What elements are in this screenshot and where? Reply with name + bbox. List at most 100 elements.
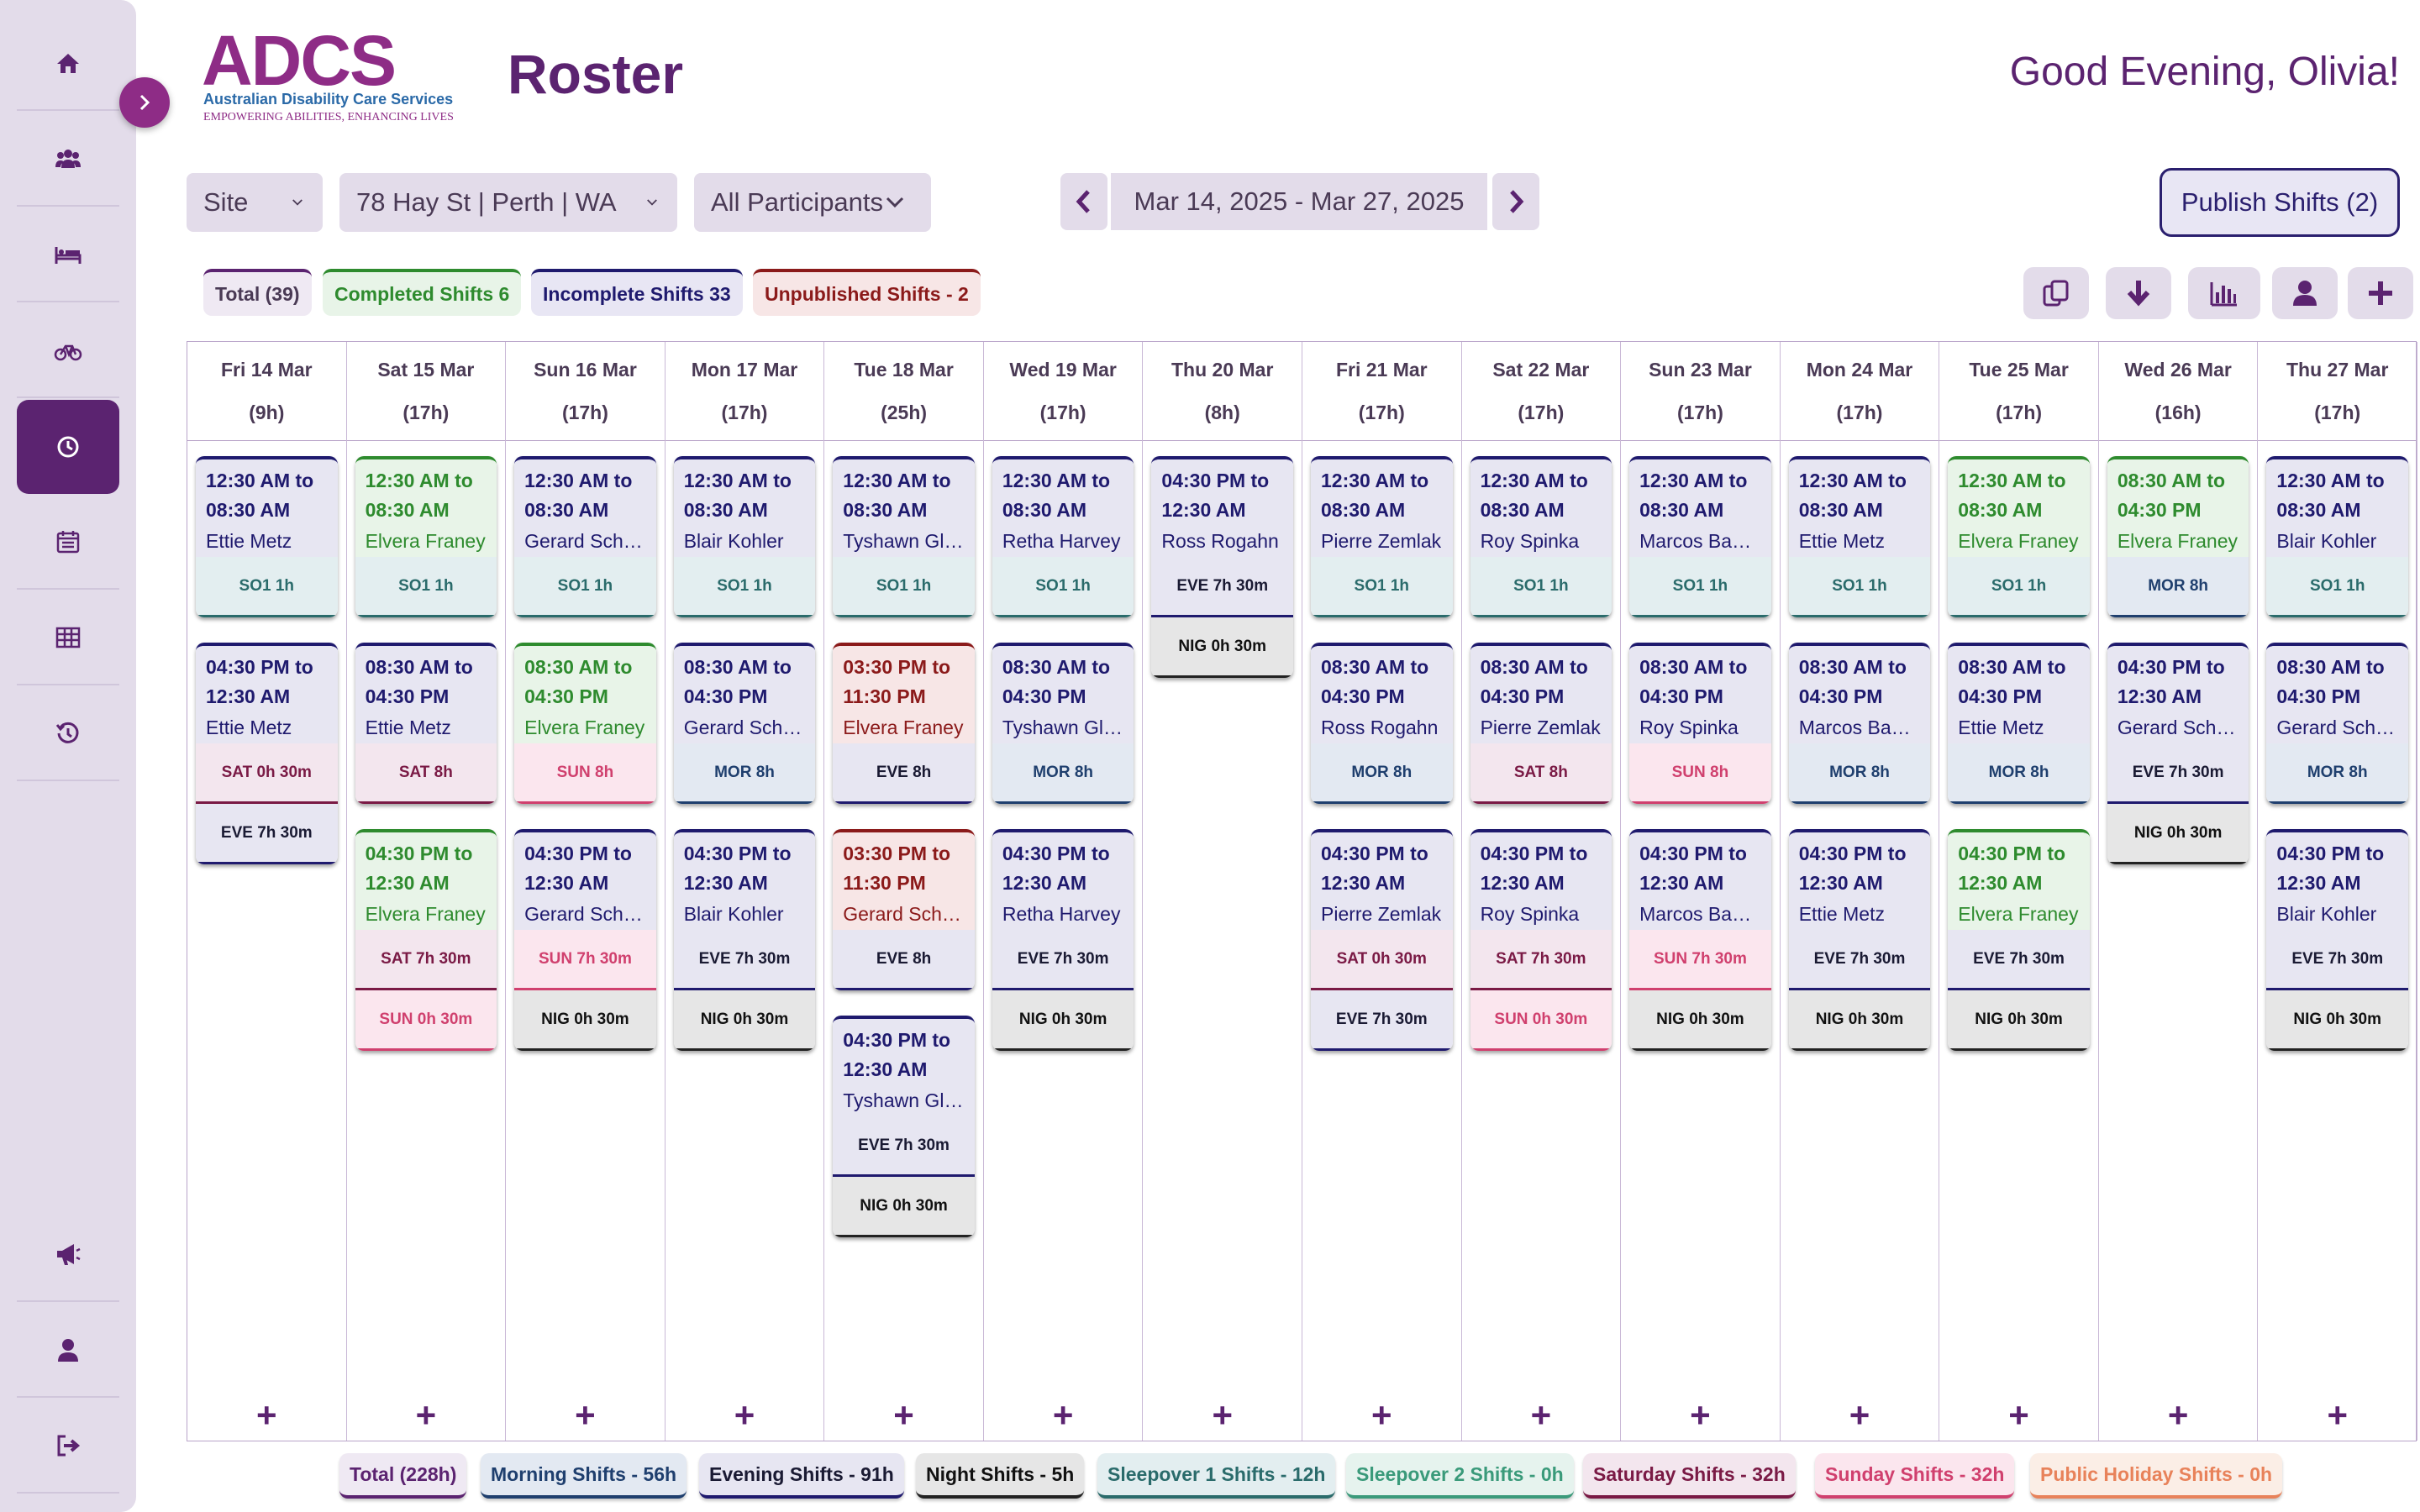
previous-period-button[interactable] [1060,173,1107,230]
report-button[interactable] [2188,267,2260,319]
shift-card[interactable]: 08:30 AM to 04:30 PM Elvera Franey SUN 8h [514,643,656,804]
add-shift-day-button[interactable]: + [1212,1395,1233,1435]
staff-view-button[interactable] [2272,267,2338,319]
shift-card[interactable]: 04:30 PM to 12:30 AM Retha Harvey EVE 7h 30… [992,829,1134,1051]
day-date: Tue 18 Mar [854,359,954,381]
shift-card[interactable]: 04:30 PM to 12:30 AM Ross Rogahn EVE 7h 30m… [1151,456,1293,678]
day-date: Sat 15 Mar [377,359,475,381]
shift-card[interactable]: 03:30 PM to 11:30 PM Elvera Franey EVE 8h [833,643,975,804]
shift-card[interactable]: 04:30 PM to 12:30 AM Tyshawn Glover EVE 7h … [833,1016,975,1237]
unpublished-shifts-badge[interactable]: Unpublished Shifts - 2 [753,269,981,316]
shift-card[interactable]: 12:30 AM to 08:30 AM Roy Spinka SO1 1h [1470,456,1612,617]
incomplete-shifts-badge[interactable]: Incomplete Shifts 33 [531,269,743,316]
shift-card[interactable]: 08:30 AM to 04:30 PM Elvera Franey MOR 8h [2107,456,2249,617]
sidebar-toggle-button[interactable] [119,77,170,128]
shift-card[interactable]: 04:30 PM to 12:30 AM Ettie Metz SAT 0h 30m E… [196,643,338,864]
legend-so2: Sleepover 2 Shifts - 0h [1346,1453,1574,1499]
shift-end-time: 08:30 AM [206,499,291,521]
shift-staff-name: Ettie Metz [1798,903,1885,925]
shift-card[interactable]: 12:30 AM to 08:30 AM Retha Harvey SO1 1h [992,456,1134,617]
publish-shifts-button[interactable]: Publish Shifts (2) [2160,168,2400,237]
completed-shifts-badge[interactable]: Completed Shifts 6 [323,269,522,316]
shift-card[interactable]: 12:30 AM to 08:30 AM Blair Kohler SO1 1h [2266,456,2408,617]
shift-card[interactable]: 12:30 AM to 08:30 AM Ettie Metz SO1 1h [196,456,338,617]
shift-card[interactable]: 12:30 AM to 08:30 AM Ettie Metz SO1 1h [1788,456,1931,617]
shift-card[interactable]: 04:30 PM to 12:30 AM Blair Kohler EVE 7h 30… [673,829,816,1051]
shift-card[interactable]: 08:30 AM to 04:30 PM Pierre Zemlak SAT 8h [1470,643,1612,804]
shift-card[interactable]: 08:30 AM to 04:30 PM Gerard Schamberger MOR… [673,643,816,804]
location-select[interactable]: 78 Hay St | Perth | WA [339,173,677,232]
date-range-display[interactable]: Mar 14, 2025 - Mar 27, 2025 [1111,173,1487,230]
sidebar-item-table[interactable] [17,591,119,685]
add-shift-day-button[interactable]: + [1052,1395,1074,1435]
shift-card[interactable]: 12:30 AM to 08:30 AM Tyshawn Glover SO1 1h [833,456,975,617]
shift-card[interactable]: 12:30 AM to 08:30 AM Elvera Franey SO1 1h [355,456,497,617]
sidebar-item-bed[interactable] [17,208,119,302]
shift-card[interactable]: 04:30 PM to 12:30 AM Pierre Zemlak SAT 0h 3… [1311,829,1453,1051]
add-shift-day-button[interactable]: + [1849,1395,1870,1435]
add-shift-day-button[interactable]: + [1690,1395,1711,1435]
shift-start-time: 04:30 PM to [206,656,313,678]
site-select[interactable]: Site [187,173,323,232]
shift-card[interactable]: 12:30 AM to 08:30 AM Gerard Schamberger SO1… [514,456,656,617]
shift-card[interactable]: 12:30 AM to 08:30 AM Elvera Franey SO1 1h [1948,456,2090,617]
shift-card[interactable]: 04:30 PM to 12:30 AM Roy Spinka SAT 7h 30m S… [1470,829,1612,1051]
shift-card[interactable]: 04:30 PM to 12:30 AM Elvera Franey SAT 7h 3… [355,829,497,1051]
add-shift-day-button[interactable]: + [415,1395,437,1435]
add-shift-day-button[interactable]: + [2167,1395,2189,1435]
shift-hours-tag: SUN 0h 30m [355,990,497,1051]
sidebar-item-megaphone[interactable] [17,1208,119,1302]
add-shift-day-button[interactable]: + [2008,1395,2029,1435]
sidebar-item-history[interactable] [17,687,119,781]
shift-card[interactable]: 08:30 AM to 04:30 PM Marcos Bahringer MOR 8… [1788,643,1931,804]
sidebar-item-user[interactable] [17,1304,119,1398]
bar-chart-icon [2210,282,2237,307]
shift-card[interactable]: 04:30 PM to 12:30 AM Gerard Schamberger EVE… [2107,643,2249,864]
shift-card[interactable]: 04:30 PM to 12:30 AM Blair Kohler EVE 7h 30… [2266,829,2408,1051]
shift-card[interactable]: 04:30 PM to 12:30 AM Ettie Metz EVE 7h 30m N… [1788,829,1931,1051]
shift-card[interactable]: 08:30 AM to 04:30 PM Tyshawn Glover MOR 8h [992,643,1134,804]
sidebar-item-logout[interactable] [17,1399,119,1494]
add-shift-day-button[interactable]: + [1530,1395,1552,1435]
shift-card[interactable]: 08:30 AM to 04:30 PM Ettie Metz MOR 8h [1948,643,2090,804]
shift-card[interactable]: 03:30 PM to 11:30 PM Gerard Schamberger EVE… [833,829,975,990]
download-button[interactable] [2106,267,2171,319]
shift-end-time: 12:30 AM [206,685,291,707]
sidebar-item-home[interactable] [17,17,119,111]
shift-end-time: 12:30 AM [365,872,450,894]
shift-card[interactable]: 12:30 AM to 08:30 AM Pierre Zemlak SO1 1h [1311,456,1453,617]
add-shift-day-button[interactable]: + [1371,1395,1392,1435]
sidebar-item-bicycle[interactable] [17,304,119,398]
shift-start-time: 08:30 AM to [365,656,473,678]
shift-staff-name: Elvera Franey [365,903,486,925]
shift-staff-name: Blair Kohler [2276,903,2377,925]
shift-end-time: 12:30 AM [1321,872,1406,894]
shift-card[interactable]: 08:30 AM to 04:30 PM Roy Spinka SUN 8h [1629,643,1771,804]
shift-card[interactable]: 08:30 AM to 04:30 PM Ross Rogahn MOR 8h [1311,643,1453,804]
next-period-button[interactable] [1492,173,1539,230]
total-shifts-badge[interactable]: Total (39) [203,269,312,316]
sidebar-item-clock[interactable] [17,400,119,494]
add-shift-day-button[interactable]: + [2327,1395,2348,1435]
shift-hours-tag: SO1 1h [992,557,1134,617]
day-column: Tue 18 Mar (25h) 12:30 AM to 08:30 AM Tyshaw… [824,342,984,1441]
participants-select[interactable]: All Participants [694,173,931,232]
add-shift-button[interactable] [2348,267,2413,319]
calendar-icon [56,531,80,554]
sidebar-item-users[interactable] [17,113,119,207]
copy-shifts-button[interactable] [2023,267,2089,319]
shift-card[interactable]: 08:30 AM to 04:30 PM Ettie Metz SAT 8h [355,643,497,804]
add-shift-day-button[interactable]: + [893,1395,914,1435]
company-logo: ADCS Australian Disability Care Services… [198,20,467,129]
add-shift-day-button[interactable]: + [575,1395,596,1435]
shift-card[interactable]: 12:30 AM to 08:30 AM Marcos Bahringer SO1 1… [1629,456,1771,617]
sidebar-item-calendar[interactable] [17,496,119,590]
shift-card[interactable]: 04:30 PM to 12:30 AM Elvera Franey EVE 7h 3… [1948,829,2090,1051]
download-icon [2127,281,2150,307]
shift-card[interactable]: 08:30 AM to 04:30 PM Gerard Schamberger MOR… [2266,643,2408,804]
shift-card[interactable]: 04:30 PM to 12:30 AM Marcos Bahringer SUN 7… [1629,829,1771,1051]
shift-card[interactable]: 12:30 AM to 08:30 AM Blair Kohler SO1 1h [673,456,816,617]
add-shift-day-button[interactable]: + [256,1395,277,1435]
add-shift-day-button[interactable]: + [734,1395,755,1435]
shift-card[interactable]: 04:30 PM to 12:30 AM Gerard Schamberger SUN… [514,829,656,1051]
